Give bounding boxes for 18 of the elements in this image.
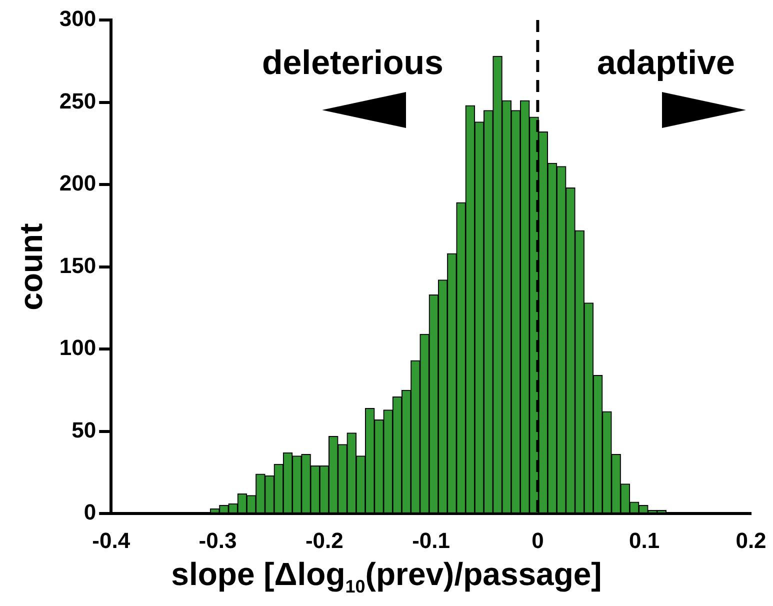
annotation: adaptive [597, 44, 735, 83]
y-tick-label: 150 [59, 252, 96, 278]
x-tick-label: -0.1 [412, 528, 450, 553]
x-axis-title: slope [Δlog$_{10}$(prev)/passage] [170, 556, 603, 598]
annotation: deleterious [262, 44, 444, 83]
y-tick-label: 250 [59, 88, 96, 114]
x-tick-label: -0.4 [92, 528, 131, 553]
x-tick-label: 0.2 [736, 528, 766, 553]
y-tick-label: 50 [72, 417, 96, 442]
x-tick-label: -0.3 [198, 528, 237, 553]
x-tick-label: -0.2 [305, 528, 344, 553]
y-tick-label: 200 [59, 170, 96, 196]
y-tick-label: 100 [59, 335, 96, 360]
x-tick-label: 0 [532, 528, 544, 553]
y-tick-label: 300 [59, 6, 96, 32]
y-tick-label: 0 [84, 500, 96, 525]
y-axis-title: count [13, 222, 50, 310]
x-tick-label: 0.1 [629, 528, 660, 553]
